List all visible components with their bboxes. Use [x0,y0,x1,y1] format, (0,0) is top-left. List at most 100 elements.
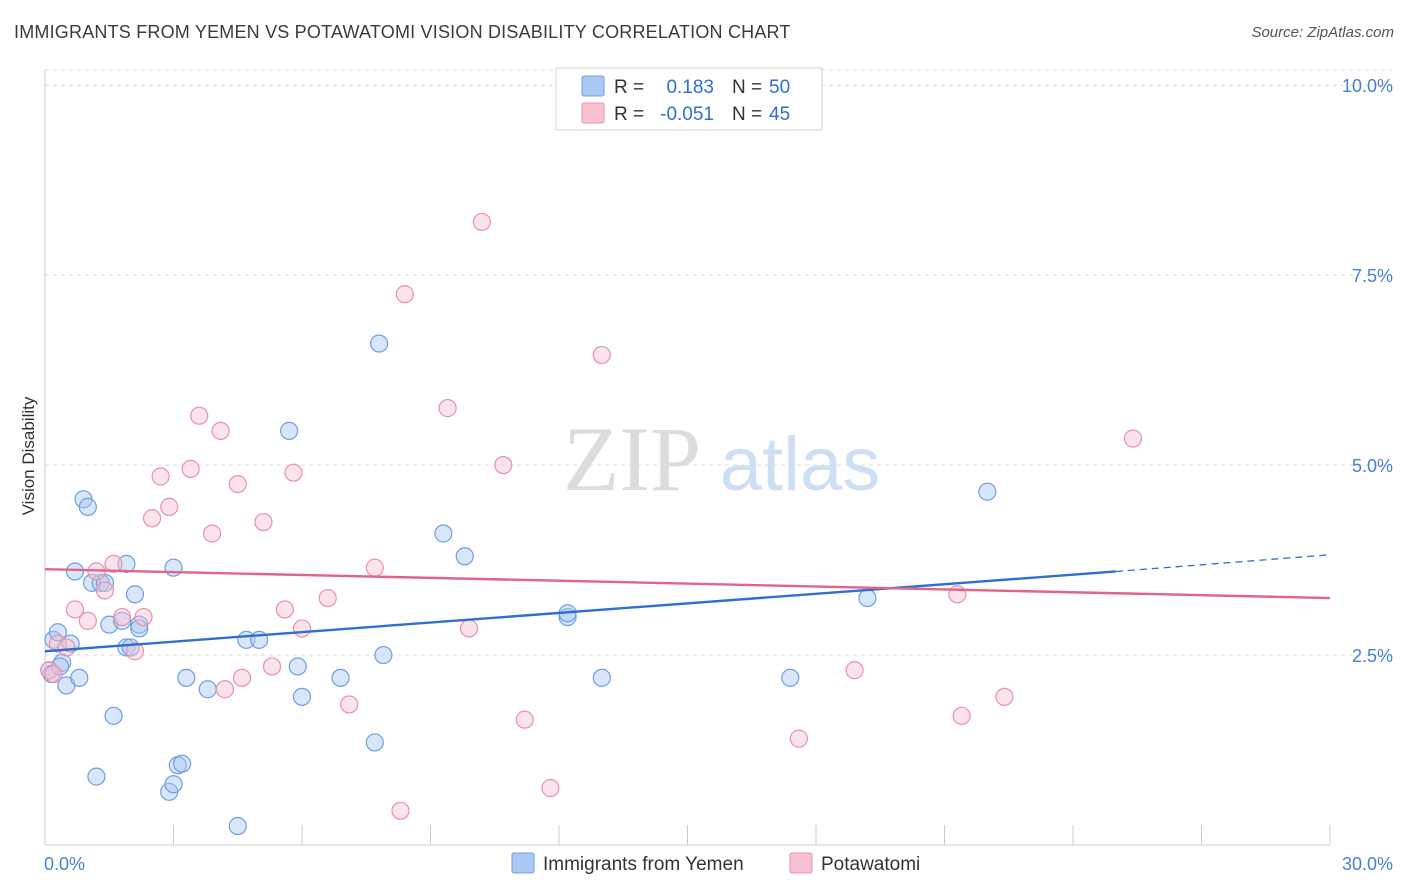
data-point [190,406,209,425]
data-point [125,585,145,604]
data-point [275,600,294,619]
data-point [57,638,76,657]
y-tick-label: 5.0% [1352,456,1393,476]
bottom-legend-swatch-potawatomi [789,852,813,874]
data-point [117,554,136,573]
data-point [95,581,115,600]
legend-bottom: Immigrants from Yemen Potawatomi [511,852,920,875]
data-point [515,710,534,729]
data-point [262,657,282,676]
data-point [455,547,474,566]
axes [44,70,1331,846]
data-point [172,754,192,773]
data-point [292,619,312,638]
data-point [845,661,864,680]
data-point [292,687,312,706]
data-point [164,558,183,577]
x-tick-label-max: 30.0% [1342,854,1393,874]
series-potawatomi [40,212,1143,820]
data-point [592,345,611,365]
data-point [228,474,247,494]
data-point [494,455,513,475]
data-point [65,562,85,581]
data-point [459,619,479,638]
data-point [340,695,359,714]
data-point [858,588,877,608]
data-point [978,482,997,501]
data-point [318,588,337,608]
data-point [211,421,230,441]
y-tick-label: 10.0% [1342,76,1393,96]
legend-top: R = 0.183 N = 50 R = -0.051 N = 45 [555,67,823,131]
legend-n-value-potawatomi: 45 [769,104,790,125]
data-point [781,668,800,687]
data-point [44,664,63,684]
data-point [391,801,410,820]
x-tick-label-min: 0.0% [44,854,85,874]
watermark-zip: ZIP [563,408,701,510]
watermark: ZIP atlas [563,408,880,510]
data-point [365,733,384,752]
data-point [374,645,393,665]
legend-r-value-potawatomi: -0.051 [660,104,714,125]
bottom-legend-label-yemen: Immigrants from Yemen [543,854,744,875]
data-point [104,554,123,573]
data-point [70,668,89,687]
data-point [160,497,179,516]
trend-line-potawatomi [44,567,1331,600]
series-yemen [40,334,997,836]
y-tick-labels: 2.5% 5.0% 7.5% 10.0% [1342,76,1393,666]
legend-r-label-yemen: R = [614,77,644,98]
legend-n-value-yemen: 50 [769,77,790,98]
data-points [40,212,1143,836]
data-point [395,285,414,304]
legend-n-label-yemen: N = [732,77,762,98]
legend-r-label-potawatomi: R = [614,104,644,125]
trend-lines [44,554,1331,653]
data-point [331,668,350,687]
bottom-legend-swatch-yemen [511,852,535,874]
data-point [995,687,1014,706]
legend-n-label-potawatomi: N = [732,104,762,125]
data-point [65,600,85,619]
data-point [104,706,123,725]
data-point [254,512,273,532]
data-point [125,642,145,661]
y-tick-label: 2.5% [1352,646,1393,666]
data-point [78,497,97,516]
data-point [434,524,453,543]
data-point [541,778,560,798]
data-point [78,611,97,630]
legend-swatch-yemen [581,75,605,97]
data-point [134,607,153,627]
x-tick-labels: 0.0% 30.0% [44,854,1393,874]
data-point [48,634,67,653]
data-point [87,767,106,786]
data-point [142,509,162,528]
bottom-legend-label-potawatomi: Potawatomi [821,854,920,875]
data-point [365,558,384,577]
data-point [592,668,611,687]
data-point [438,399,457,418]
data-point [215,680,234,699]
legend-r-value-yemen: 0.183 [666,77,714,98]
y-axis-title: Vision Disability [19,396,38,515]
data-point [472,212,491,232]
chart-title: IMMIGRANTS FROM YEMEN VS POTAWATOMI VISI… [14,22,791,42]
data-point [130,619,149,638]
data-point [164,775,183,794]
y-tick-label: 7.5% [1352,266,1393,286]
watermark-atlas: atlas [720,422,881,507]
data-point [948,585,967,604]
data-point [789,729,808,748]
data-point [288,657,307,676]
legend-swatch-potawatomi [581,102,605,124]
data-point [151,467,170,486]
data-point [370,334,389,353]
data-point [202,524,222,543]
data-point [181,459,200,478]
data-point [112,611,132,630]
grid-lines [45,69,1392,656]
data-point [112,607,132,627]
trend-line-yemen [44,570,1116,653]
